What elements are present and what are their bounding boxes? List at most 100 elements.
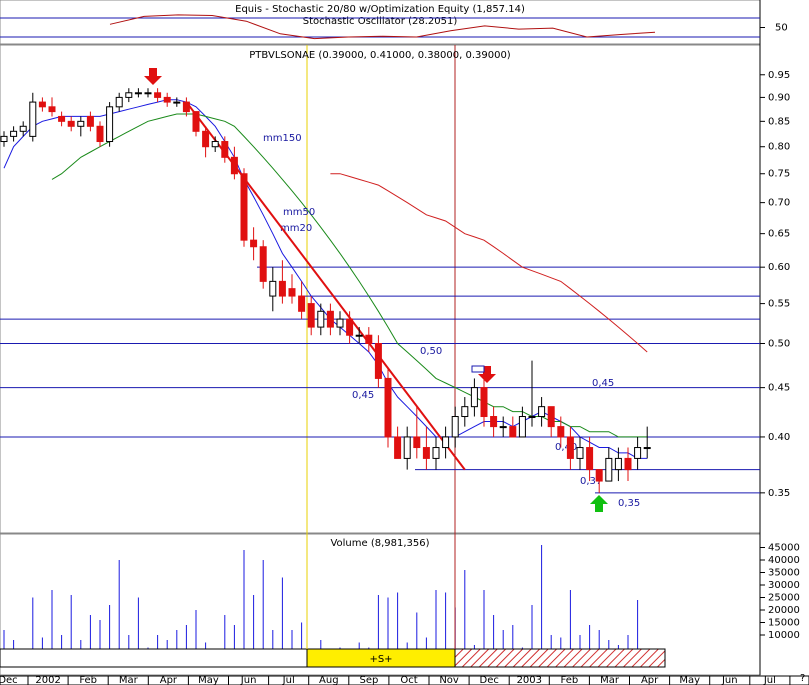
candle-body — [547, 406, 555, 428]
y-tick-label: 10000 — [768, 630, 800, 641]
sell-arrow — [144, 68, 162, 85]
y-tick-label: 0.90 — [768, 92, 790, 103]
y-tick-label: 0.70 — [768, 198, 790, 209]
candle-body — [317, 310, 325, 328]
y-tick-label: 45000 — [768, 543, 800, 554]
x-tick-label: Dec — [480, 675, 499, 685]
candle-body — [298, 295, 306, 312]
y-tick-label: 35000 — [768, 568, 800, 579]
candle-body — [355, 334, 363, 337]
candle-body — [634, 447, 642, 459]
volume-title: Volume (8,981,356) — [330, 538, 429, 549]
band-neutral — [0, 648, 308, 668]
candle-body — [624, 457, 632, 471]
candle-body — [86, 115, 94, 127]
candle-body — [480, 387, 488, 418]
candle-body — [278, 280, 286, 297]
candle-body — [221, 141, 229, 158]
y-tick-label: 0.45 — [768, 383, 790, 394]
candle-body — [413, 436, 421, 449]
flag-icon — [471, 365, 485, 373]
x-tick-label: Feb — [79, 675, 97, 685]
candle-body — [394, 436, 402, 459]
candle-body — [144, 92, 152, 95]
y-tick-label: 20000 — [768, 605, 800, 616]
candle-body — [269, 280, 277, 297]
candle-body — [576, 447, 584, 459]
candle-body — [470, 387, 478, 408]
ma-line — [3, 99, 648, 459]
candle-body — [240, 173, 248, 241]
candle-body — [422, 447, 430, 459]
y-tick-label: 0.75 — [768, 169, 790, 180]
y-tick-label: 0.80 — [768, 142, 790, 153]
candle-body — [499, 426, 507, 429]
signal-label: +S+ — [369, 654, 392, 665]
candle-body — [336, 318, 344, 328]
x-tick-label: Dec — [0, 675, 18, 685]
candle-body — [442, 436, 450, 449]
y-tick-label: 0.85 — [768, 116, 790, 127]
x-tick-label: Jun — [721, 675, 738, 685]
y-tick-label: 0.40 — [768, 432, 790, 443]
ma-line — [330, 173, 648, 353]
candle-body — [173, 101, 181, 104]
candle-body — [10, 130, 18, 137]
candle-body — [538, 406, 546, 418]
candle-body — [518, 416, 526, 438]
candle-body — [557, 426, 565, 438]
candle-body — [595, 469, 603, 482]
y-tick-label: 40000 — [768, 555, 800, 566]
candle-body — [106, 106, 114, 143]
x-tick-label: Jul — [763, 675, 776, 685]
band-hatched — [454, 648, 666, 668]
candle-body — [326, 310, 334, 328]
x-tick-label: Jul — [282, 675, 295, 685]
ma-line — [51, 113, 648, 438]
candle-body — [29, 101, 37, 137]
time-axis — [0, 675, 809, 685]
x-tick-label: Feb — [561, 675, 579, 685]
x-tick-label: May — [198, 675, 219, 685]
corner-mark: ? — [800, 673, 805, 684]
x-tick-label: May — [679, 675, 700, 685]
ma-label: mm150 — [263, 133, 302, 144]
candle-body — [0, 135, 8, 143]
y-tick-label: 0.50 — [768, 339, 790, 350]
ma-label: mm20 — [280, 223, 312, 234]
candle-body — [346, 318, 354, 336]
candle-body — [403, 436, 411, 459]
candle-body — [432, 447, 440, 459]
stochastic-line — [109, 14, 656, 40]
x-tick-label: Nov — [439, 675, 459, 685]
candle-body — [67, 120, 75, 127]
y-tick-label: 15000 — [768, 618, 800, 629]
candle-body — [19, 125, 27, 132]
candle-body — [134, 92, 142, 95]
candle-body — [374, 343, 382, 379]
x-tick-label: Oct — [400, 675, 417, 685]
y-tick-label: 0.55 — [768, 299, 790, 310]
x-tick-label: Mar — [600, 675, 620, 685]
candle-body — [115, 96, 123, 108]
candle-body — [125, 92, 133, 98]
level-label: 0,45 — [592, 378, 614, 389]
y-tick-label: 0.65 — [768, 229, 790, 240]
y-tick-label: 0.35 — [768, 488, 790, 499]
candle-body — [586, 447, 594, 471]
x-tick-label: Apr — [641, 675, 659, 685]
candle-body — [38, 101, 46, 108]
y-tick-label: 25000 — [768, 593, 800, 604]
y-tick-label: 30000 — [768, 580, 800, 591]
candle-body — [48, 106, 56, 113]
candle-body — [461, 406, 469, 418]
level-label: 0,40 — [555, 442, 577, 453]
candle-body — [77, 120, 85, 127]
candle-body — [259, 246, 267, 282]
candle-body — [58, 115, 66, 122]
candle-body — [288, 288, 296, 297]
x-tick-label: Mar — [119, 675, 139, 685]
candle-body — [250, 239, 258, 248]
candle-body — [230, 156, 238, 175]
